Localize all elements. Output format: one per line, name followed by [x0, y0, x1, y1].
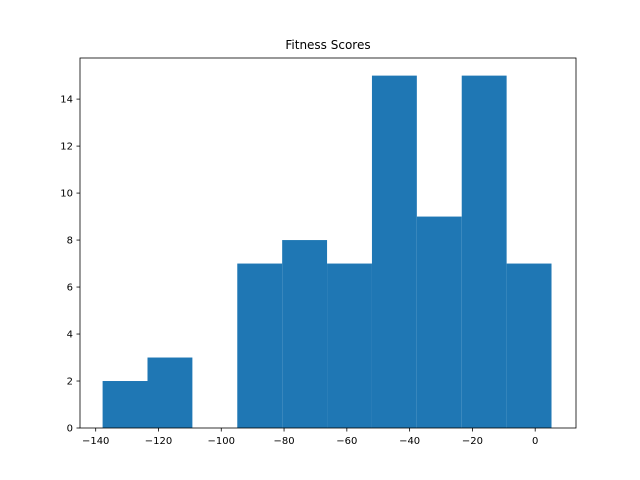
histogram-bar: [102, 381, 148, 428]
x-tick-label: −80: [273, 436, 294, 447]
histogram-bar: [282, 240, 328, 428]
y-tick-label: 8: [67, 236, 73, 247]
chart-title: Fitness Scores: [285, 38, 370, 52]
y-tick-label: 10: [60, 189, 73, 200]
histogram-bar: [371, 75, 417, 428]
x-tick-label: −20: [462, 436, 483, 447]
histogram-bar: [506, 263, 552, 428]
y-tick-label: 2: [67, 377, 73, 388]
plot-frame: [79, 57, 577, 429]
bars-group: [102, 75, 552, 428]
x-tick-label: 0: [532, 436, 538, 447]
x-tick-label: −100: [208, 436, 235, 447]
x-tick-label: −140: [82, 436, 109, 447]
y-tick-label: 14: [60, 95, 73, 106]
y-tick-label: 0: [67, 424, 73, 435]
x-tick-label: −60: [336, 436, 357, 447]
x-tick-label: −40: [399, 436, 420, 447]
x-tick-label: −120: [145, 436, 172, 447]
histogram-bar: [461, 75, 507, 428]
y-tick-label: 12: [60, 142, 73, 153]
histogram-bar: [327, 263, 372, 428]
histogram-bar: [237, 263, 283, 428]
y-tick-label: 4: [67, 330, 73, 341]
histogram-bar: [147, 357, 193, 428]
y-tick-label: 6: [67, 283, 73, 294]
histogram-bar: [416, 216, 462, 428]
x-axis: −140 −120 −100 −80 −60 −40 −20 0: [82, 428, 538, 447]
y-axis: 0 2 4 6 8 10 12 14: [60, 95, 80, 435]
